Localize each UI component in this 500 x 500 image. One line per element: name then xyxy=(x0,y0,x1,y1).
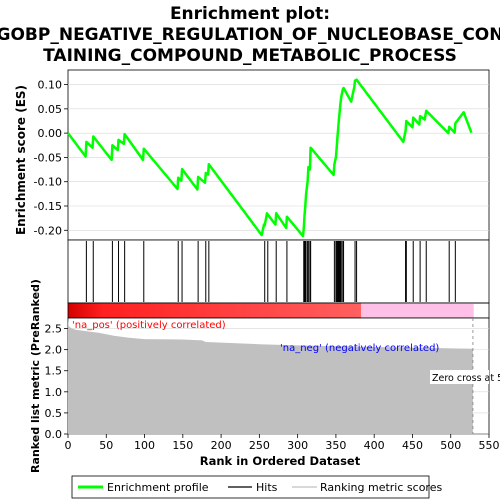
ranked-metric-panel: 0.0 0.5 1.0 1.5 2.0 2.5 0 50 100 150 200 250 300 350… xyxy=(29,279,500,473)
rank-x-axis-label: Rank in Ordered Dataset xyxy=(200,454,361,468)
ranked-list-color-bar xyxy=(67,302,490,319)
es-y-tick-label: 0.00 xyxy=(38,127,63,140)
es-gridlines xyxy=(68,84,489,231)
title-line-2: GOBP_NEGATIVE_REGULATION_OF_NUCLEOBASE_C… xyxy=(0,25,500,45)
zero-cross-label: Zero cross at 529 xyxy=(432,373,500,384)
hits-panel-frame xyxy=(67,239,490,304)
rank-x-tick-label: 450 xyxy=(402,439,423,452)
positive-correlation-band xyxy=(68,303,362,318)
rank-x-tick-label: 550 xyxy=(479,439,500,452)
ranking-metric-area xyxy=(68,318,473,434)
es-y-tick-label: -0.20 xyxy=(34,224,62,237)
zero-cross-label-bg xyxy=(430,370,489,384)
es-panel: 0.10 0.05 0.00 -0.05 -0.10 -0.15 -0.20 Enrichm… xyxy=(14,69,490,241)
title-line-1: Enrichment plot: xyxy=(170,4,330,24)
es-y-tick-label: -0.05 xyxy=(34,151,62,164)
rank-y-tick-label: 1.5 xyxy=(45,365,63,378)
enrichment-profile-line xyxy=(67,78,473,238)
es-y-axis: 0.10 0.05 0.00 -0.05 -0.10 -0.15 -0.20 xyxy=(34,79,68,237)
es-line-layer xyxy=(67,78,473,238)
rank-x-tick-label: 0 xyxy=(65,439,72,452)
negative-correlation-band xyxy=(361,303,474,318)
ranking-metric-scores-area xyxy=(68,318,473,434)
rank-y-tick-label: 1.0 xyxy=(45,386,63,399)
rank-x-tick-label: 150 xyxy=(172,439,193,452)
es-y-tick-label: 0.10 xyxy=(38,79,63,92)
rank-y-tick-label: 2.0 xyxy=(45,344,63,357)
hits-layer xyxy=(85,241,456,302)
rank-y-tick-label: 0.5 xyxy=(45,407,63,420)
legend-hits-label: Hits xyxy=(256,481,278,494)
rank-x-tick-label: 200 xyxy=(211,439,232,452)
negative-correlation-label: 'na_neg' (negatively correlated) xyxy=(280,343,439,354)
rank-x-tick-label: 250 xyxy=(249,439,270,452)
rank-x-tick-label: 50 xyxy=(99,439,113,452)
rank-x-tick-label: 350 xyxy=(325,439,346,452)
rank-x-axis: 0 50 100 150 200 250 300 350 400 450 500 550 xyxy=(65,434,500,452)
rank-y-tick-label: 0.0 xyxy=(45,428,63,441)
es-y-tick-label: 0.05 xyxy=(38,103,63,116)
rank-x-tick-label: 500 xyxy=(440,439,461,452)
rank-y-axis: 0.0 0.5 1.0 1.5 2.0 2.5 xyxy=(45,323,68,441)
rank-y-axis-label: Ranked list metric (PreRanked) xyxy=(29,279,42,473)
es-y-tick-label: -0.10 xyxy=(34,176,62,189)
title-line-3: TAINING_COMPOUND_METABOLIC_PROCESS xyxy=(43,46,457,66)
legend-ranking-label: Ranking metric scores xyxy=(320,481,442,494)
positive-correlation-label: 'na_pos' (positively correlated) xyxy=(72,320,226,331)
legend-enrichment-label: Enrichment profile xyxy=(107,481,209,494)
rank-x-tick-label: 400 xyxy=(364,439,385,452)
legend: Enrichment profile Hits Ranking metric s… xyxy=(71,475,442,499)
rank-x-tick-label: 100 xyxy=(134,439,155,452)
rank-x-tick-label: 300 xyxy=(287,439,308,452)
hits-panel xyxy=(67,239,490,304)
es-y-tick-label: -0.15 xyxy=(34,200,62,213)
es-y-axis-label: Enrichment score (ES) xyxy=(14,85,28,235)
rank-y-tick-label: 2.5 xyxy=(45,323,63,336)
